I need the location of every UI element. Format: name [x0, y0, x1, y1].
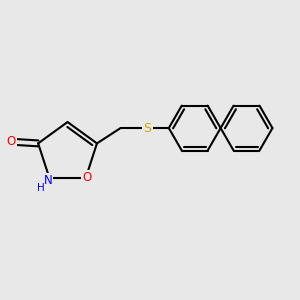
Text: O: O	[6, 135, 16, 148]
Text: S: S	[144, 122, 152, 135]
Text: H: H	[37, 183, 44, 193]
Text: O: O	[82, 172, 92, 184]
Text: N: N	[44, 174, 52, 187]
